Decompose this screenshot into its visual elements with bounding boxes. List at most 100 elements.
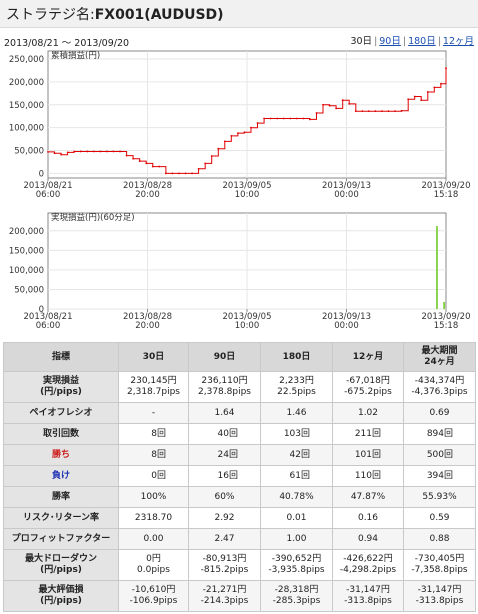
- period-30d-link[interactable]: 30日: [350, 36, 373, 47]
- period-separator: |: [402, 36, 407, 47]
- stats-row: 勝率 100% 60% 40.78% 47.87% 55.93%: [3, 486, 476, 508]
- x-tick-date: 2013/09/05: [223, 181, 272, 191]
- metric-value: 1.02: [332, 402, 404, 424]
- period-90d-link[interactable]: 90日: [379, 36, 401, 47]
- metric-value: 236,110円 2,378.8pips: [188, 371, 261, 403]
- data-point: [236, 132, 239, 135]
- data-point: [86, 150, 89, 153]
- metric-value: 55.93%: [403, 486, 476, 508]
- metric-value: 394回: [403, 465, 476, 487]
- cumulative-pl-chart: 250,000 200,000 150,000 100,000 50,000 0 2013/…: [9, 50, 471, 200]
- cumulative-pl-line: [48, 68, 447, 174]
- metric-value: 0回: [118, 465, 189, 487]
- metric-value: 0.69: [403, 402, 476, 424]
- metric-value: -67,018円 -675.2pips: [332, 371, 404, 403]
- data-point: [230, 134, 233, 137]
- metric-value: 2318.70: [118, 507, 189, 529]
- realized-pl-bar: [443, 301, 446, 309]
- stats-row: 最大評価損 (円/pips) -10,610円 -106.9pips -21,271円 -…: [3, 580, 476, 612]
- metric-value: 8回: [118, 423, 189, 445]
- metric-value: 16回: [188, 465, 261, 487]
- metric-value: -21,271円 -214.3pips: [188, 580, 261, 612]
- data-point: [315, 112, 318, 114]
- metric-value: 60%: [188, 486, 261, 508]
- metric-value: 61回: [260, 465, 333, 487]
- data-point: [60, 153, 62, 156]
- data-point: [413, 95, 416, 98]
- metric-value: 0.16: [332, 507, 404, 529]
- data-point: [171, 172, 174, 175]
- metric-value: 2,233円 22.5pips: [260, 371, 333, 403]
- stats-row: 実現損益 (円/pips) 230,145円 2,318.7pips 236,110円 2…: [3, 371, 476, 403]
- metric-label: プロフィットファクター: [3, 528, 119, 550]
- metric-value: 211回: [332, 423, 404, 445]
- x-tick-time: 15:18: [434, 190, 459, 200]
- data-point: [145, 162, 148, 165]
- metric-label: リスク･リターン率: [3, 507, 119, 529]
- metric-value: -10,610円 -106.9pips: [118, 580, 189, 612]
- data-point: [132, 157, 135, 160]
- x-tick-time: 20:00: [135, 190, 160, 200]
- y-tick-label: 0: [39, 305, 44, 315]
- data-point: [361, 110, 364, 113]
- data-point: [66, 151, 69, 154]
- metric-value: 1.46: [260, 402, 333, 424]
- metric-value: -: [118, 402, 189, 424]
- chart-title: 実現損益(円)(60分足): [51, 212, 135, 223]
- metric-value: 0.59: [403, 507, 476, 529]
- x-tick-time: 15:18: [434, 321, 459, 331]
- metric-value: 40.78%: [260, 486, 333, 508]
- period-header: 12ヶ月: [332, 342, 404, 372]
- x-tick-date: 2013/08/28: [123, 312, 172, 322]
- data-point: [184, 172, 187, 175]
- metric-label: 取引回数: [3, 423, 119, 445]
- data-point: [178, 172, 180, 175]
- chart-title: 累積損益(円): [51, 50, 100, 61]
- data-point: [269, 117, 272, 120]
- data-point: [420, 99, 423, 102]
- data-point: [53, 152, 56, 155]
- period-header: 30日: [118, 342, 189, 372]
- metric-value: -730,405円 -7,358.8pips: [403, 549, 476, 581]
- y-tick-label: 250,000: [9, 55, 44, 65]
- data-point: [354, 110, 357, 113]
- period-header: 180日: [260, 342, 333, 372]
- data-point: [348, 102, 351, 105]
- y-tick-label: 200,000: [9, 227, 44, 237]
- metric-value: -426,622円 -4,298.2pips: [332, 549, 404, 581]
- y-tick-label: 150,000: [9, 246, 44, 256]
- data-point: [79, 150, 82, 153]
- data-point: [433, 86, 436, 89]
- metric-value: -31,147円 -313.8pips: [332, 580, 404, 612]
- period-12m-link[interactable]: 12ヶ月: [442, 36, 474, 47]
- data-point: [322, 103, 324, 106]
- data-point: [263, 117, 265, 120]
- x-tick-time: 00:00: [334, 321, 359, 331]
- stats-row: 取引回数 8回 40回 103回 211回 894回: [3, 423, 476, 445]
- x-tick-date: 2013/09/05: [223, 312, 272, 322]
- period-separator: |: [374, 36, 378, 47]
- x-tick-date: 2013/08/21: [24, 181, 73, 191]
- data-point: [387, 110, 390, 113]
- metric-label: ペイオフレシオ: [3, 402, 119, 424]
- data-point: [439, 82, 442, 85]
- stats-row: ペイオフレシオ -1.64 1.46 1.02 0.69: [3, 402, 476, 424]
- stats-row: リスク･リターン率 2318.70 2.92 0.01 0.16 0.59: [3, 507, 476, 529]
- metric-value: 103回: [260, 423, 333, 445]
- data-point: [381, 110, 383, 113]
- metric-value: 500回: [403, 444, 476, 466]
- data-point: [374, 110, 377, 113]
- stats-row: プロフィットファクター 0.00 2.47 1.00 0.94 0.88: [3, 528, 476, 550]
- data-point: [276, 117, 279, 120]
- metric-value: 40回: [188, 423, 261, 445]
- period-180d-link[interactable]: 180日: [408, 36, 436, 47]
- metric-label: 負け: [3, 465, 119, 487]
- data-point: [204, 162, 207, 165]
- x-tick-time: 10:00: [235, 321, 260, 331]
- metric-value: 100%: [118, 486, 189, 508]
- data-point: [106, 150, 108, 153]
- data-point: [119, 150, 121, 153]
- data-point: [367, 110, 370, 113]
- strategy-title: ストラテジ名:FX001(AUDUSD): [6, 4, 224, 24]
- data-point: [282, 117, 285, 120]
